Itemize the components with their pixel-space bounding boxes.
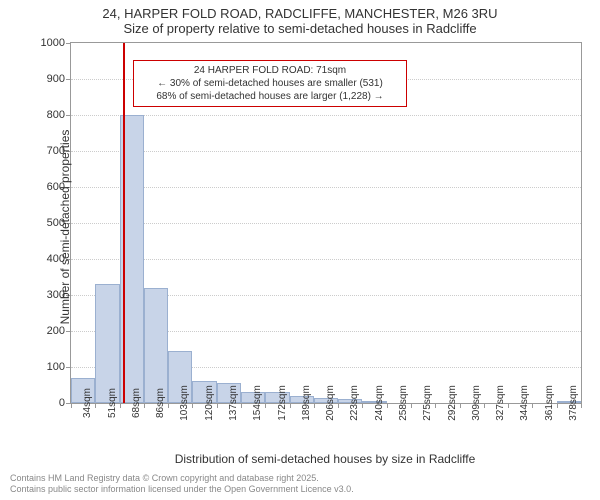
annotation-line: ← 30% of semi-detached houses are smalle… xyxy=(140,77,400,90)
x-tick-label: 327sqm xyxy=(491,385,506,421)
x-tick-label: 344sqm xyxy=(515,385,530,421)
x-tick-label: 86sqm xyxy=(151,388,166,418)
x-tick xyxy=(95,403,96,408)
annotation-line: 24 HARPER FOLD ROAD: 71sqm xyxy=(140,64,400,77)
gridline-y xyxy=(71,115,581,116)
gridline-y xyxy=(71,259,581,260)
x-tick xyxy=(192,403,193,408)
y-tick-label: 1000 xyxy=(41,37,71,49)
x-tick xyxy=(557,403,558,408)
x-tick-label: 275sqm xyxy=(418,385,433,421)
x-tick xyxy=(168,403,169,408)
x-tick xyxy=(338,403,339,408)
gridline-y xyxy=(71,151,581,152)
x-tick xyxy=(484,403,485,408)
title-block: 24, HARPER FOLD ROAD, RADCLIFFE, MANCHES… xyxy=(0,0,600,36)
x-tick-label: 189sqm xyxy=(297,385,312,421)
x-tick xyxy=(265,403,266,408)
gridline-y xyxy=(71,223,581,224)
footer-attribution: Contains HM Land Registry data © Crown c… xyxy=(10,473,354,496)
y-tick-label: 900 xyxy=(47,73,71,85)
chart-container: 24, HARPER FOLD ROAD, RADCLIFFE, MANCHES… xyxy=(0,0,600,500)
footer-line-2: Contains public sector information licen… xyxy=(10,484,354,496)
histogram-bar xyxy=(144,288,168,403)
x-tick-label: 154sqm xyxy=(248,385,263,421)
x-tick xyxy=(120,403,121,408)
marker-line xyxy=(123,43,125,403)
footer-line-1: Contains HM Land Registry data © Crown c… xyxy=(10,473,354,485)
x-tick-label: 223sqm xyxy=(345,385,360,421)
x-tick-label: 137sqm xyxy=(224,385,239,421)
x-tick xyxy=(532,403,533,408)
x-tick xyxy=(411,403,412,408)
x-tick xyxy=(460,403,461,408)
x-tick-label: 103sqm xyxy=(175,385,190,421)
x-tick-label: 378sqm xyxy=(564,385,579,421)
x-tick-label: 51sqm xyxy=(103,388,118,418)
x-axis-label: Distribution of semi-detached houses by … xyxy=(70,452,580,466)
x-tick-label: 172sqm xyxy=(273,385,288,421)
x-tick-label: 120sqm xyxy=(200,385,215,421)
x-tick-label: 258sqm xyxy=(394,385,409,421)
x-tick-label: 68sqm xyxy=(127,388,142,418)
x-tick xyxy=(581,403,582,408)
plot-area: 0100200300400500600700800900100034sqm51s… xyxy=(70,42,582,404)
x-tick xyxy=(387,403,388,408)
y-axis-label: Number of semi-detached properties xyxy=(58,102,72,352)
x-tick xyxy=(71,403,72,408)
x-tick-label: 361sqm xyxy=(540,385,555,421)
histogram-bar xyxy=(95,284,119,403)
title-line-2: Size of property relative to semi-detach… xyxy=(0,21,600,36)
y-tick-label: 0 xyxy=(59,397,71,409)
x-tick-label: 206sqm xyxy=(321,385,336,421)
x-tick xyxy=(217,403,218,408)
x-tick xyxy=(508,403,509,408)
x-tick-label: 240sqm xyxy=(370,385,385,421)
x-tick xyxy=(290,403,291,408)
x-tick-label: 292sqm xyxy=(443,385,458,421)
x-tick xyxy=(241,403,242,408)
y-tick-label: 100 xyxy=(47,361,71,373)
x-tick xyxy=(435,403,436,408)
annotation-line: 68% of semi-detached houses are larger (… xyxy=(140,90,400,103)
title-line-1: 24, HARPER FOLD ROAD, RADCLIFFE, MANCHES… xyxy=(0,6,600,21)
x-tick xyxy=(144,403,145,408)
gridline-y xyxy=(71,187,581,188)
x-tick xyxy=(362,403,363,408)
x-tick-label: 309sqm xyxy=(467,385,482,421)
x-tick-label: 34sqm xyxy=(78,388,93,418)
x-tick xyxy=(314,403,315,408)
annotation-box: 24 HARPER FOLD ROAD: 71sqm← 30% of semi-… xyxy=(133,60,407,107)
